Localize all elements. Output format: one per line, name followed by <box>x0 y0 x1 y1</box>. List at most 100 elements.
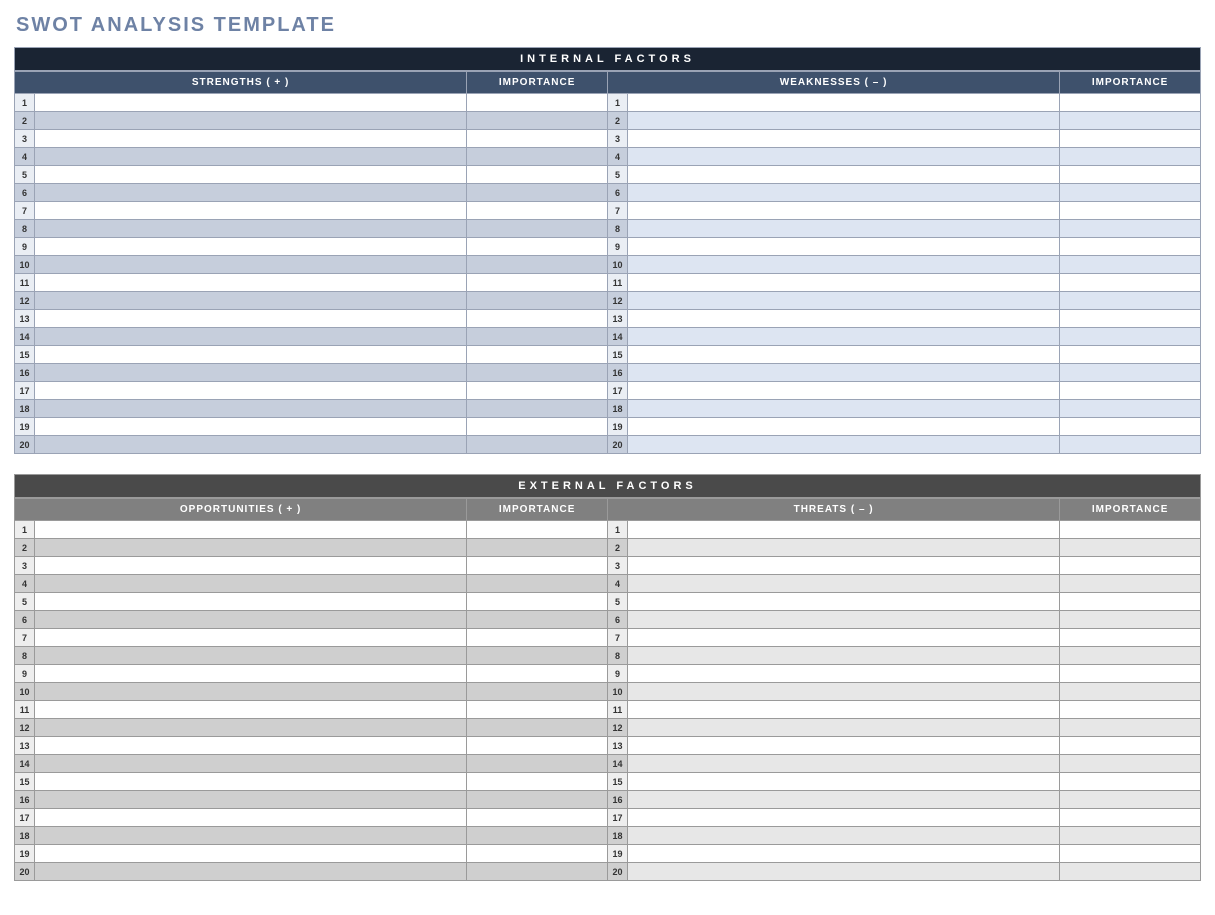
cell-right-item[interactable] <box>628 220 1060 238</box>
cell-right-importance[interactable] <box>1060 755 1201 773</box>
cell-left-item[interactable] <box>35 310 467 328</box>
cell-left-item[interactable] <box>35 791 467 809</box>
cell-left-item[interactable] <box>35 539 467 557</box>
cell-right-importance[interactable] <box>1060 629 1201 647</box>
cell-right-item[interactable] <box>628 701 1060 719</box>
cell-right-importance[interactable] <box>1060 310 1201 328</box>
cell-left-item[interactable] <box>35 220 467 238</box>
cell-left-item[interactable] <box>35 719 467 737</box>
cell-right-importance[interactable] <box>1060 382 1201 400</box>
cell-right-importance[interactable] <box>1060 773 1201 791</box>
cell-left-importance[interactable] <box>467 112 608 130</box>
cell-right-importance[interactable] <box>1060 683 1201 701</box>
cell-left-importance[interactable] <box>467 539 608 557</box>
cell-right-importance[interactable] <box>1060 809 1201 827</box>
cell-right-importance[interactable] <box>1060 292 1201 310</box>
cell-left-importance[interactable] <box>467 238 608 256</box>
cell-left-item[interactable] <box>35 166 467 184</box>
cell-right-importance[interactable] <box>1060 827 1201 845</box>
cell-left-importance[interactable] <box>467 809 608 827</box>
cell-left-importance[interactable] <box>467 292 608 310</box>
cell-left-importance[interactable] <box>467 274 608 292</box>
cell-left-importance[interactable] <box>467 94 608 112</box>
cell-left-importance[interactable] <box>467 665 608 683</box>
cell-left-item[interactable] <box>35 629 467 647</box>
cell-left-importance[interactable] <box>467 737 608 755</box>
cell-right-item[interactable] <box>628 719 1060 737</box>
cell-right-importance[interactable] <box>1060 94 1201 112</box>
cell-right-item[interactable] <box>628 202 1060 220</box>
cell-right-item[interactable] <box>628 148 1060 166</box>
cell-right-importance[interactable] <box>1060 184 1201 202</box>
cell-right-item[interactable] <box>628 647 1060 665</box>
cell-right-item[interactable] <box>628 629 1060 647</box>
cell-left-item[interactable] <box>35 611 467 629</box>
cell-left-item[interactable] <box>35 184 467 202</box>
cell-right-importance[interactable] <box>1060 274 1201 292</box>
cell-left-item[interactable] <box>35 845 467 863</box>
cell-right-importance[interactable] <box>1060 665 1201 683</box>
cell-left-item[interactable] <box>35 683 467 701</box>
cell-left-item[interactable] <box>35 809 467 827</box>
cell-right-item[interactable] <box>628 809 1060 827</box>
cell-right-item[interactable] <box>628 827 1060 845</box>
cell-left-item[interactable] <box>35 418 467 436</box>
cell-right-item[interactable] <box>628 328 1060 346</box>
cell-right-item[interactable] <box>628 382 1060 400</box>
cell-left-item[interactable] <box>35 94 467 112</box>
cell-right-item[interactable] <box>628 292 1060 310</box>
cell-right-item[interactable] <box>628 611 1060 629</box>
cell-right-item[interactable] <box>628 863 1060 881</box>
cell-left-item[interactable] <box>35 773 467 791</box>
cell-left-item[interactable] <box>35 148 467 166</box>
cell-left-importance[interactable] <box>467 845 608 863</box>
cell-right-importance[interactable] <box>1060 611 1201 629</box>
cell-right-importance[interactable] <box>1060 791 1201 809</box>
cell-right-item[interactable] <box>628 130 1060 148</box>
cell-left-item[interactable] <box>35 521 467 539</box>
cell-left-item[interactable] <box>35 827 467 845</box>
cell-left-importance[interactable] <box>467 148 608 166</box>
cell-left-importance[interactable] <box>467 701 608 719</box>
cell-left-importance[interactable] <box>467 575 608 593</box>
cell-left-item[interactable] <box>35 665 467 683</box>
cell-right-item[interactable] <box>628 418 1060 436</box>
cell-right-item[interactable] <box>628 665 1060 683</box>
cell-right-item[interactable] <box>628 112 1060 130</box>
cell-right-importance[interactable] <box>1060 220 1201 238</box>
cell-right-item[interactable] <box>628 773 1060 791</box>
cell-right-item[interactable] <box>628 436 1060 454</box>
cell-right-importance[interactable] <box>1060 364 1201 382</box>
cell-left-item[interactable] <box>35 382 467 400</box>
cell-left-importance[interactable] <box>467 755 608 773</box>
cell-right-importance[interactable] <box>1060 202 1201 220</box>
cell-right-importance[interactable] <box>1060 166 1201 184</box>
cell-left-importance[interactable] <box>467 593 608 611</box>
cell-right-item[interactable] <box>628 184 1060 202</box>
cell-left-item[interactable] <box>35 274 467 292</box>
cell-left-importance[interactable] <box>467 683 608 701</box>
cell-left-item[interactable] <box>35 346 467 364</box>
cell-left-item[interactable] <box>35 130 467 148</box>
cell-left-item[interactable] <box>35 557 467 575</box>
cell-left-item[interactable] <box>35 238 467 256</box>
cell-right-item[interactable] <box>628 557 1060 575</box>
cell-left-importance[interactable] <box>467 436 608 454</box>
cell-left-importance[interactable] <box>467 863 608 881</box>
cell-left-importance[interactable] <box>467 382 608 400</box>
cell-right-importance[interactable] <box>1060 575 1201 593</box>
cell-left-importance[interactable] <box>467 827 608 845</box>
cell-right-item[interactable] <box>628 737 1060 755</box>
cell-left-importance[interactable] <box>467 719 608 737</box>
cell-left-importance[interactable] <box>467 629 608 647</box>
cell-left-item[interactable] <box>35 256 467 274</box>
cell-right-importance[interactable] <box>1060 112 1201 130</box>
cell-left-importance[interactable] <box>467 647 608 665</box>
cell-right-item[interactable] <box>628 683 1060 701</box>
cell-left-importance[interactable] <box>467 256 608 274</box>
cell-left-item[interactable] <box>35 364 467 382</box>
cell-left-importance[interactable] <box>467 521 608 539</box>
cell-left-importance[interactable] <box>467 310 608 328</box>
cell-left-importance[interactable] <box>467 166 608 184</box>
cell-left-importance[interactable] <box>467 400 608 418</box>
